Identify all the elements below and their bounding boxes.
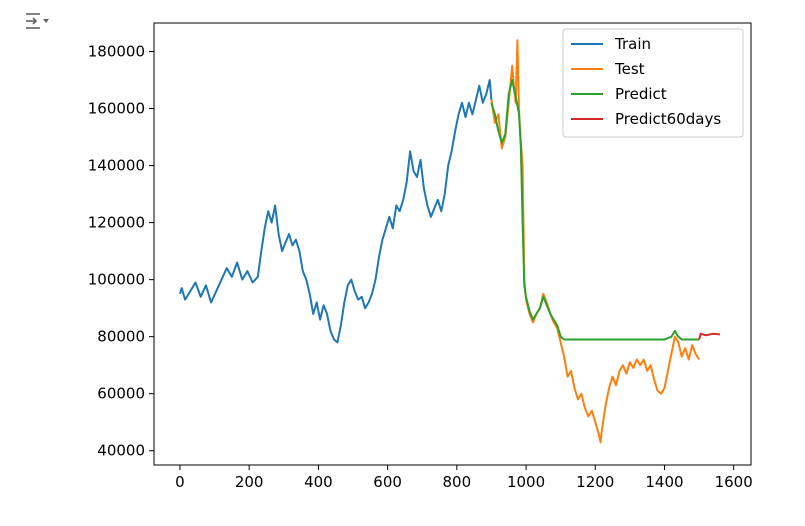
x-tick-label: 1200 bbox=[576, 473, 614, 491]
y-tick-label: 180000 bbox=[88, 43, 145, 61]
y-tick-label: 80000 bbox=[97, 328, 145, 346]
x-tick-label: 1000 bbox=[507, 473, 545, 491]
y-tick-label: 40000 bbox=[97, 442, 145, 460]
legend: Train Test Predict Predict60days bbox=[562, 28, 744, 138]
y-tick-label: 60000 bbox=[97, 385, 145, 403]
legend-box bbox=[562, 28, 744, 138]
series-line-predict bbox=[490, 79, 700, 341]
y-tick-label: 100000 bbox=[88, 271, 145, 289]
x-tick-label: 1400 bbox=[645, 473, 683, 491]
x-tick-label: 200 bbox=[235, 473, 264, 491]
x-tick-label: 800 bbox=[443, 473, 472, 491]
legend-label-predict60days: Predict60days bbox=[615, 110, 721, 128]
x-axis: 0 200 400 600 800 1000 1200 1400 1600 bbox=[175, 465, 753, 491]
legend-label-train: Train bbox=[614, 35, 651, 53]
legend-label-test: Test bbox=[614, 60, 645, 78]
y-tick-label: 140000 bbox=[88, 157, 145, 175]
series-line-predict60days bbox=[698, 332, 720, 340]
series-line-train bbox=[179, 79, 493, 344]
x-tick-label: 400 bbox=[304, 473, 333, 491]
y-tick-label: 160000 bbox=[88, 100, 145, 118]
y-axis: 40000 60000 80000 100000 120000 140000 160000 1… bbox=[88, 43, 154, 460]
legend-label-predict: Predict bbox=[615, 85, 667, 103]
x-tick-label: 0 bbox=[175, 473, 185, 491]
x-tick-label: 600 bbox=[373, 473, 402, 491]
series-layer bbox=[179, 39, 720, 444]
y-tick-label: 120000 bbox=[88, 214, 145, 232]
x-tick-label: 1600 bbox=[715, 473, 753, 491]
output-toggle-icon[interactable] bbox=[24, 10, 50, 32]
